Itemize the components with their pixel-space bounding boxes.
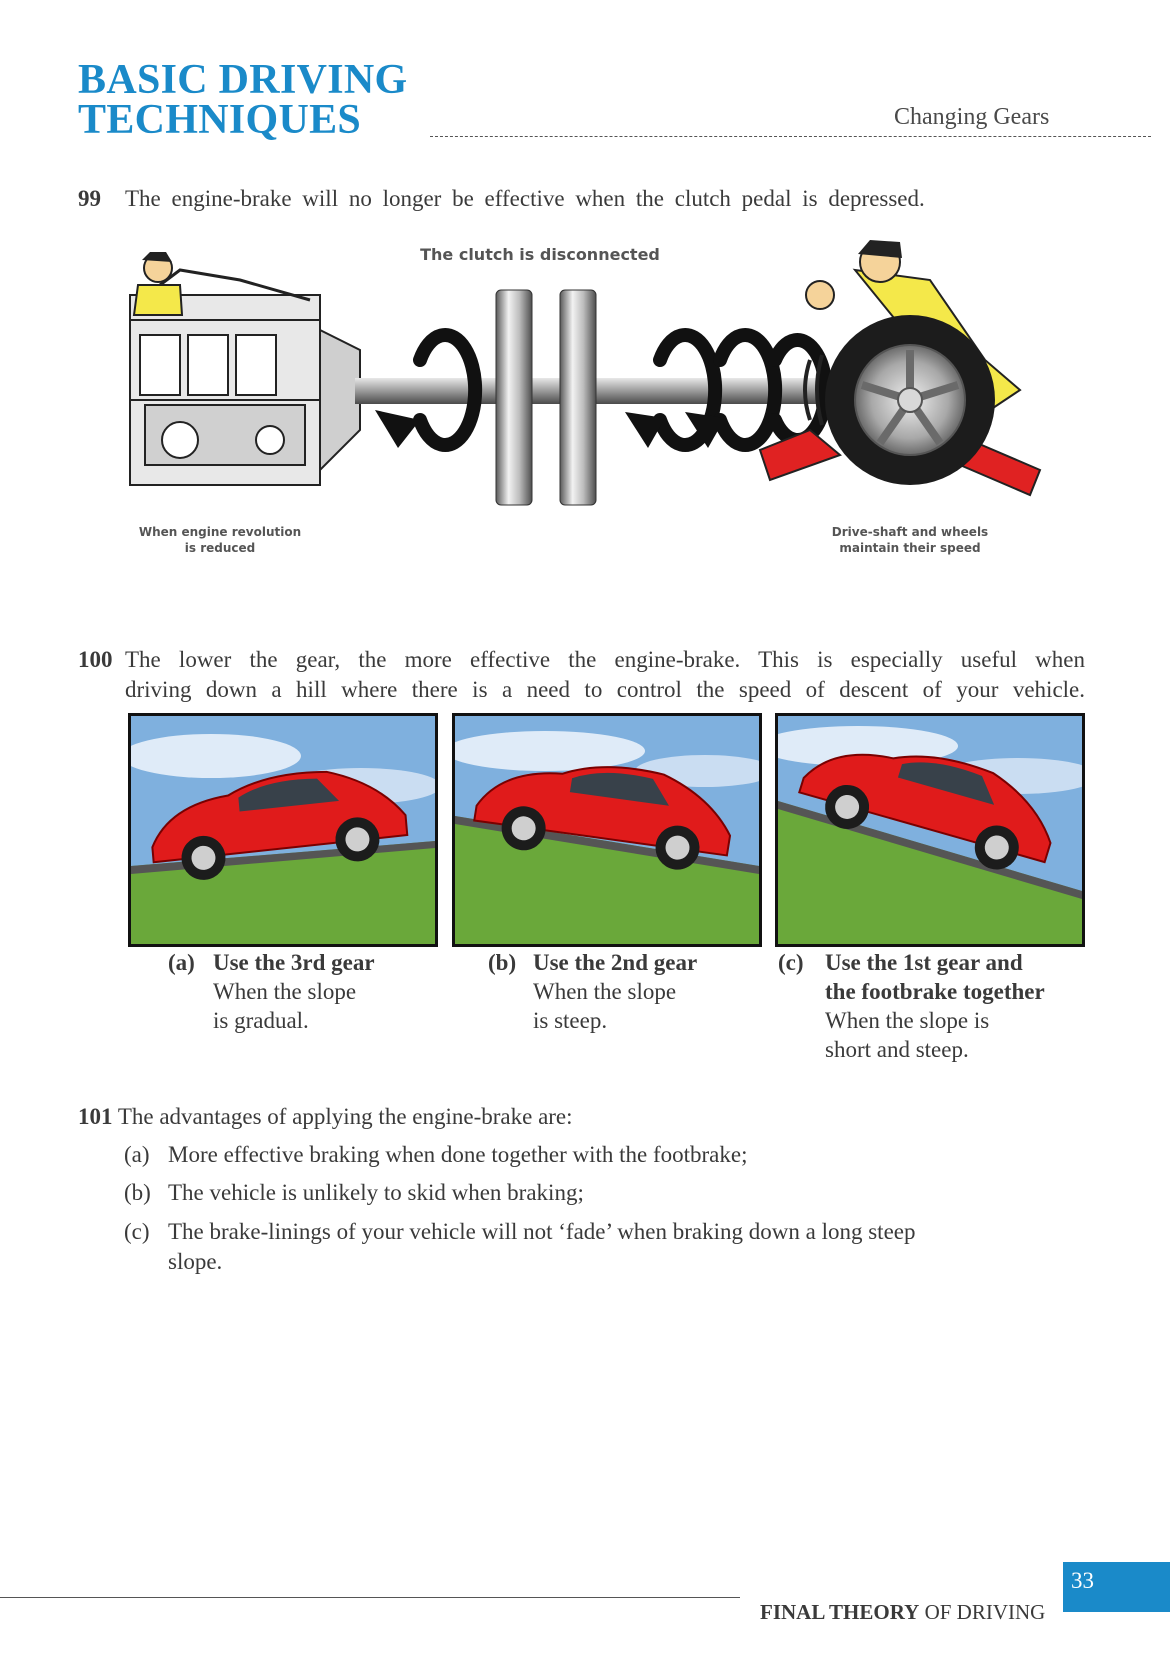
advantage-item: (a) More effective braking when done tog…	[124, 1140, 1064, 1170]
item-number: 101	[78, 1104, 113, 1129]
item-text-line1: The lower the gear, the more effective t…	[125, 647, 1085, 672]
photo-short-steep-slope	[775, 713, 1085, 947]
item-101: 101 The advantages of applying the engin…	[78, 1102, 573, 1132]
footer-book-name-bold: FINAL THEORY	[760, 1600, 920, 1624]
section-title: Changing Gears	[894, 104, 1050, 130]
advantage-label: (c)	[124, 1219, 150, 1244]
photo-steep-slope	[452, 713, 762, 947]
diagram-top-label: The clutch is disconnected	[420, 245, 660, 264]
caption-line1: When the slope	[533, 979, 677, 1004]
advantage-text: More effective braking when done togethe…	[168, 1142, 748, 1167]
clutch-diagram-illustration: The clutch is disconnected When engine r…	[129, 240, 1042, 555]
advantage-label: (b)	[124, 1180, 151, 1205]
advantage-text-line2: slope.	[168, 1249, 223, 1274]
advantage-text-line1: The brake-linings of your vehicle will n…	[168, 1219, 916, 1244]
caption-heading-2: the footbrake together	[825, 979, 1045, 1004]
item-text-line2: driving down a hill where there is a nee…	[125, 677, 1085, 702]
caption-heading-1: Use the 1st gear and	[825, 950, 1023, 975]
advantage-item: (b) The vehicle is unlikely to skid when…	[124, 1178, 1064, 1208]
item-text: The engine-brake will no longer be effec…	[125, 186, 925, 211]
caption-line2: is steep.	[533, 1008, 608, 1033]
item-text: The advantages of applying the engine-br…	[117, 1104, 573, 1129]
caption-tag: (b)	[488, 950, 517, 975]
clutch-diagram: The clutch is disconnected When engine r…	[120, 240, 1080, 585]
diagram-left-label-1: When engine revolution	[139, 525, 301, 539]
clutch-disc-right	[559, 289, 597, 506]
caption-b: (b) Use the 2nd gear When the slope is s…	[488, 948, 788, 1038]
caption-line1: When the slope	[213, 979, 357, 1004]
footer-divider	[0, 1597, 740, 1598]
item-99: 99 The engine-brake will no longer be eff…	[78, 184, 1088, 214]
wheel-runner-illustration	[758, 240, 1042, 497]
arrowhead-left	[375, 410, 420, 448]
item-number: 100	[78, 647, 113, 672]
caption-a: (a) Use the 3rd gear When the slope is g…	[168, 948, 468, 1038]
book-title-line1: BASIC DRIVING	[78, 57, 408, 103]
advantage-text: The vehicle is unlikely to skid when bra…	[168, 1180, 584, 1205]
book-title: BASIC DRIVING TECHNIQUES	[78, 57, 408, 143]
caption-line2: short and steep.	[825, 1037, 969, 1062]
photo-gentle-slope	[128, 713, 438, 947]
caption-tag: (c)	[778, 950, 804, 975]
engine-illustration	[129, 252, 361, 486]
diagram-right-label-1: Drive-shaft and wheels	[832, 525, 988, 539]
diagram-right-label-2: maintain their speed	[839, 541, 980, 555]
caption-heading: Use the 2nd gear	[533, 950, 698, 975]
clutch-disc-left	[495, 289, 533, 506]
book-title-line2: TECHNIQUES	[78, 97, 362, 143]
advantage-item: (c) The brake-linings of your vehicle wi…	[124, 1217, 1064, 1277]
advantage-label: (a)	[124, 1142, 150, 1167]
caption-heading: Use the 3rd gear	[213, 950, 375, 975]
caption-tag: (a)	[168, 950, 195, 975]
caption-line2: is gradual.	[213, 1008, 309, 1033]
caption-c: (c) Use the 1st gear and the footbrake t…	[778, 948, 1108, 1068]
header-divider	[430, 136, 1151, 137]
footer-book-name: FINAL THEORY OF DRIVING	[760, 1600, 1045, 1625]
diagram-left-label-2: is reduced	[185, 541, 255, 555]
rotation-arrow-left-icon	[413, 328, 483, 452]
page-number: 33	[1063, 1562, 1170, 1612]
caption-line1: When the slope is	[825, 1008, 990, 1033]
item-number: 99	[78, 186, 101, 211]
footer-book-name-rest: OF DRIVING	[919, 1600, 1046, 1624]
